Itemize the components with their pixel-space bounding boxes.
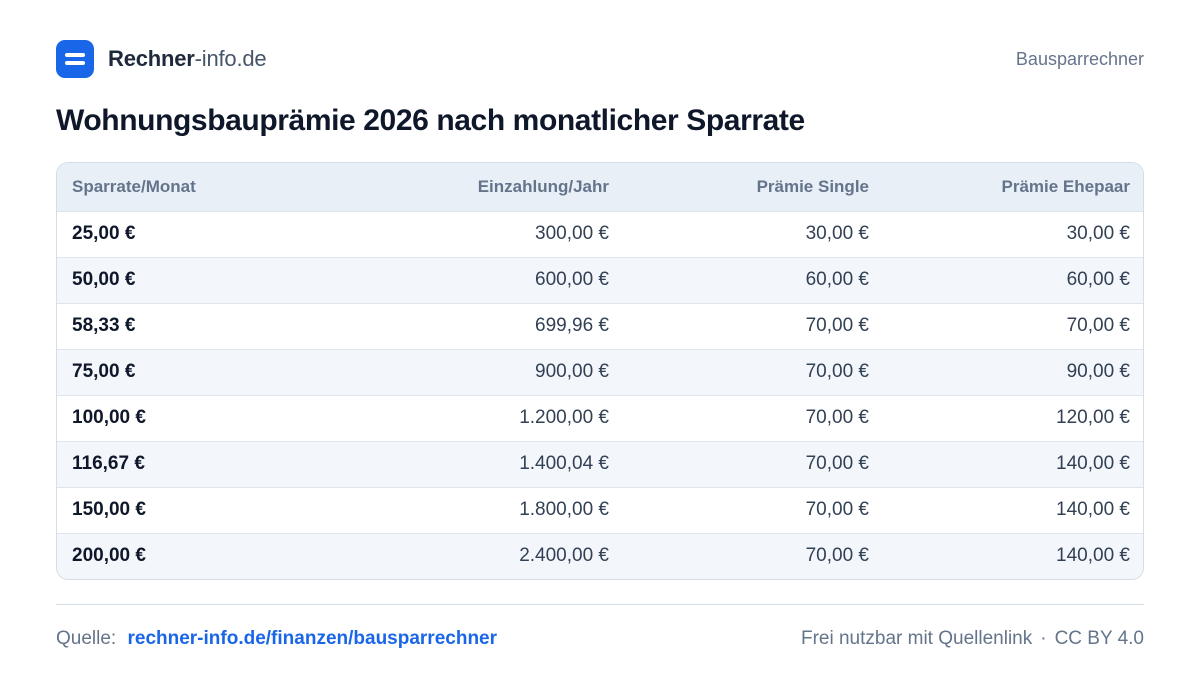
source: Quelle: rechner-info.de/finanzen/bauspar… (56, 628, 497, 650)
footer: Quelle: rechner-info.de/finanzen/bauspar… (56, 628, 1144, 650)
column-header: Sparrate/Monat (72, 176, 196, 196)
table-cell: 70,00 € (805, 315, 869, 336)
table-cell: 70,00 € (1066, 315, 1130, 336)
license-text: Frei nutzbar mit Quellenlink (800, 628, 1033, 649)
table-cell: 70,00 € (805, 407, 869, 428)
column-header: Einzahlung/Jahr (477, 176, 609, 196)
table-row: 75,00 € 900,00 € 70,00 € 90,00 € (57, 349, 1143, 395)
table-row: 150,00 € 1.800,00 € 70,00 € 140,00 € (57, 487, 1143, 533)
table-cell: 58,33 € (72, 315, 136, 336)
brand-name-light: -info.de (194, 46, 267, 71)
table-cell: 25,00 € (72, 223, 136, 244)
table-cell: 120,00 € (1056, 407, 1130, 428)
column-header: Prämie Ehepaar (1001, 176, 1130, 196)
table-cell: 30,00 € (1066, 223, 1130, 244)
logo-icon (56, 40, 94, 78)
license-separator: · (1040, 628, 1047, 649)
table-row: 116,67 € 1.400,04 € 70,00 € 140,00 € (57, 441, 1143, 487)
source-label: Quelle: (56, 628, 117, 649)
table-row: 200,00 € 2.400,00 € 70,00 € 140,00 € (57, 533, 1143, 579)
table-row: 25,00 € 300,00 € 30,00 € 30,00 € (57, 211, 1143, 257)
table-cell: 140,00 € (1056, 545, 1130, 567)
table-cell: 699,96 € (535, 315, 609, 336)
brand-name: Rechner-info.de (108, 46, 267, 72)
table-cell: 140,00 € (1056, 453, 1130, 474)
column-header: Prämie Single (756, 176, 869, 196)
table-cell: 30,00 € (805, 223, 869, 244)
table-cell: 150,00 € (72, 499, 146, 520)
table-cell: 90,00 € (1066, 361, 1130, 382)
table-cell: 2.400,00 € (519, 545, 609, 567)
brand-name-bold: Rechner (108, 46, 195, 71)
table-cell: 1.800,00 € (519, 499, 609, 520)
table-cell: 60,00 € (805, 269, 869, 290)
table-row: 58,33 € 699,96 € 70,00 € 70,00 € (57, 303, 1143, 349)
table-cell: 200,00 € (72, 545, 146, 567)
table-row: 100,00 € 1.200,00 € 70,00 € 120,00 € (57, 395, 1143, 441)
brand[interactable]: Rechner-info.de (56, 40, 267, 78)
table-cell: 100,00 € (72, 407, 146, 428)
source-link[interactable]: rechner-info.de/finanzen/bausparrechner (127, 628, 498, 649)
table-cell: 70,00 € (805, 453, 869, 474)
site-header: Rechner-info.de Bausparrechner (56, 40, 1144, 78)
table-cell: 70,00 € (805, 361, 869, 382)
table-cell: 116,67 € (72, 453, 145, 474)
table-cell: 70,00 € (805, 545, 869, 567)
table-row: 50,00 € 600,00 € 60,00 € 60,00 € (57, 257, 1143, 303)
nav-link-bausparrechner[interactable]: Bausparrechner (1015, 48, 1144, 69)
table-cell: 1.200,00 € (519, 407, 609, 428)
footer-divider (56, 604, 1144, 605)
premium-table: Sparrate/Monat Einzahlung/Jahr Prämie Si… (56, 162, 1144, 580)
table-cell: 300,00 € (535, 223, 609, 244)
table-cell: 900,00 € (535, 361, 609, 382)
table-cell: 600,00 € (535, 269, 609, 290)
table-cell: 140,00 € (1056, 499, 1130, 520)
table-cell: 50,00 € (72, 269, 136, 290)
page-title: Wohnungsbauprämie 2026 nach monatlicher … (56, 104, 805, 137)
table-cell: 60,00 € (1066, 269, 1130, 290)
table-header-row: Sparrate/Monat Einzahlung/Jahr Prämie Si… (57, 163, 1143, 211)
table-cell: 1.400,04 € (519, 453, 609, 474)
table-cell: 75,00 € (72, 361, 136, 382)
license: Frei nutzbar mit Quellenlink · CC BY 4.0 (801, 628, 1144, 650)
license-name: CC BY 4.0 (1054, 628, 1144, 649)
table-cell: 70,00 € (805, 499, 869, 520)
